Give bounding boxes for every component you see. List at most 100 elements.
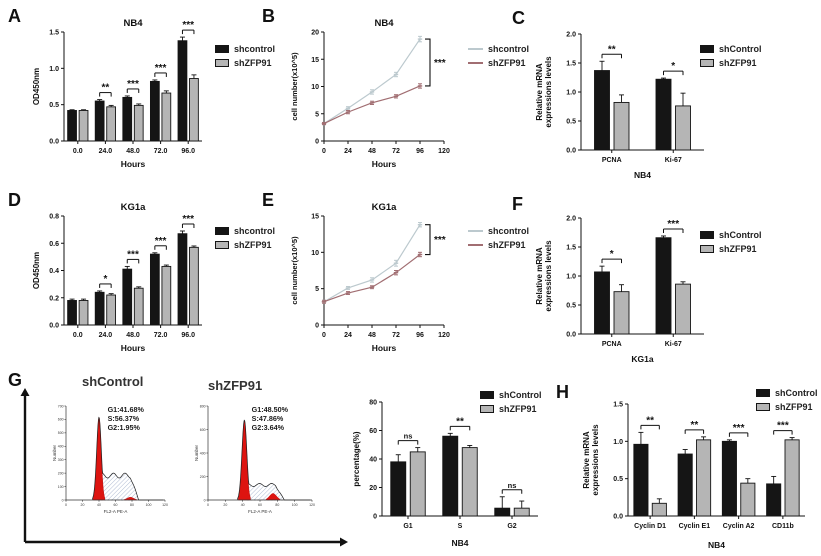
svg-text:1.0: 1.0 [566,274,576,281]
svg-text:24: 24 [344,148,352,155]
panel-label-b: B [262,6,275,26]
legend-panel-b: shcontrol shZFP91 [468,44,529,68]
svg-text:expressions levels: expressions levels [544,240,553,312]
svg-text:*: * [671,61,675,72]
legend-item: shControl [700,44,762,54]
svg-text:S:56.37%: S:56.37% [108,414,140,423]
svg-text:5: 5 [315,111,319,118]
legend-item: shControl [700,230,762,240]
legend-item: shZFP91 [700,58,762,68]
line-chart-kg1a-growth: 0 5 10 15 0 24 48 72 96 120 KG1a *** Hours cell numbe… [290,202,450,353]
bar-chart-nb4-cyclins: 0.0 0.5 1.0 1.5 Cyclin D1 Cyclin E1 Cyclin A2 C… [582,402,805,550]
svg-text:expressions levels: expressions levels [544,56,553,128]
svg-text:96.0: 96.0 [181,332,195,339]
legend-swatch-icon [700,245,714,253]
svg-text:100: 100 [146,503,152,507]
svg-text:0.4: 0.4 [49,268,59,275]
svg-text:0.5: 0.5 [566,303,576,310]
legend-swatch-icon [468,244,483,246]
legend-swatch-icon [468,62,483,64]
svg-text:S:47.86%: S:47.86% [252,414,284,423]
svg-text:48.0: 48.0 [126,332,140,339]
legend-item: shZFP91 [468,240,529,250]
panel-label-f: F [512,194,523,214]
legend-panel-e: shcontrol shZFP91 [468,226,529,250]
svg-text:***: *** [434,58,446,69]
svg-text:Cyclin D1: Cyclin D1 [634,523,666,530]
svg-text:48: 48 [368,148,376,155]
svg-text:72: 72 [392,148,400,155]
svg-text:10: 10 [311,84,319,91]
legend-item: shZFP91 [480,404,542,414]
svg-text:600: 600 [200,428,206,432]
legend-label: shcontrol [234,226,276,236]
svg-text:Hours: Hours [121,343,146,353]
svg-text:1.0: 1.0 [613,439,623,446]
svg-text:500: 500 [58,431,64,435]
svg-text:2.0: 2.0 [566,32,576,39]
legend-label: shZFP91 [719,58,757,68]
svg-text:24.0: 24.0 [99,148,113,155]
legend-item: shZFP91 [215,240,275,250]
legend-label: shZFP91 [775,402,813,412]
svg-text:48: 48 [368,332,376,339]
svg-text:20: 20 [81,503,85,507]
svg-text:OD450nm: OD450nm [32,252,41,289]
svg-text:***: *** [155,63,167,74]
svg-text:***: *** [155,236,167,247]
svg-text:OD450nm: OD450nm [32,68,41,105]
svg-text:40: 40 [97,503,101,507]
svg-text:1.5: 1.5 [613,402,623,409]
svg-text:0: 0 [373,514,377,521]
svg-text:Number: Number [194,445,199,462]
legend-panel-d: shcontrol shZFP91 [215,226,275,250]
legend-item: shcontrol [468,44,529,54]
svg-text:***: *** [182,20,194,31]
legend-swatch-icon [215,227,229,235]
legend-item: shControl [480,390,542,400]
svg-text:0: 0 [315,139,319,146]
svg-text:***: *** [127,249,139,260]
svg-text:G1:41.68%: G1:41.68% [108,405,145,414]
flow-title-shzfp91: shZFP91 [208,378,263,393]
svg-text:2.0: 2.0 [566,216,576,223]
legend-swatch-icon [700,59,714,67]
svg-text:5: 5 [315,286,319,293]
svg-text:Relative mRNA: Relative mRNA [535,63,544,121]
svg-text:S: S [458,523,463,530]
svg-text:72.0: 72.0 [154,332,168,339]
svg-text:96: 96 [416,332,424,339]
svg-text:72.0: 72.0 [154,148,168,155]
svg-text:20: 20 [223,503,227,507]
svg-text:0.0: 0.0 [73,332,83,339]
legend-item: shcontrol [468,226,529,236]
legend-panel-h: shControl shZFP91 [756,388,818,412]
svg-text:FL2-A PE-A: FL2-A PE-A [104,509,128,514]
legend-item: shControl [756,388,818,398]
svg-text:400: 400 [58,445,64,449]
svg-text:80: 80 [369,400,377,407]
svg-text:Ki-67: Ki-67 [665,157,682,164]
svg-text:***: *** [182,214,194,225]
svg-text:**: ** [608,44,616,55]
flow-histogram-shcontrol: 0 100 200 300 400 500 600 700 0 20 40 60 80 100 120 FL2… [52,404,168,514]
svg-text:cell number(x10^5): cell number(x10^5) [290,236,299,305]
svg-text:KG1a: KG1a [631,354,653,364]
svg-text:CD11b: CD11b [772,523,794,530]
svg-text:percentage(%): percentage(%) [352,431,361,486]
legend-item: shZFP91 [468,58,529,68]
svg-text:0.5: 0.5 [566,119,576,126]
svg-text:120: 120 [438,148,450,155]
svg-text:72: 72 [392,332,400,339]
svg-text:96: 96 [416,148,424,155]
svg-text:**: ** [690,420,698,431]
legend-swatch-icon [480,405,494,413]
panel-label-c: C [512,8,525,28]
legend-label: shcontrol [488,44,530,54]
svg-text:expressions levels: expressions levels [591,424,600,496]
svg-text:48.0: 48.0 [126,148,140,155]
bar-chart-cellcycle: 0 20 40 60 80 G1 S G2 ns ** ns NB4 percentage(%) [352,400,538,548]
svg-text:200: 200 [200,475,206,479]
